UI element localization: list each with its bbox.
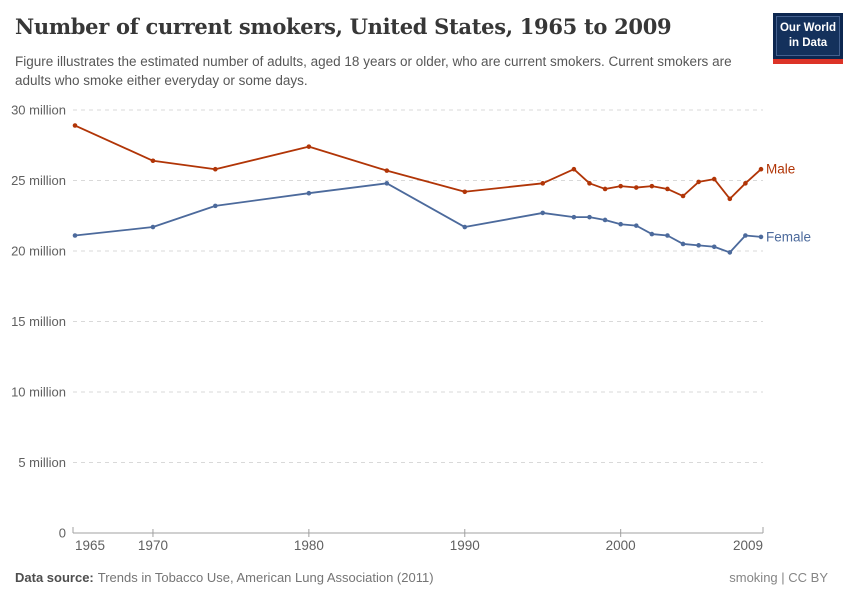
series-point-male[interactable] (665, 186, 670, 192)
series-point-male[interactable] (602, 186, 608, 192)
y-tick-label: 20 million (11, 244, 66, 259)
series-point-female[interactable] (696, 243, 701, 248)
chart-title: Number of current smokers, United States… (15, 14, 672, 39)
series-point-male[interactable] (727, 196, 733, 202)
y-tick-label: 0 (59, 526, 66, 541)
series-point-female[interactable] (462, 224, 468, 230)
series-point-male[interactable] (696, 179, 701, 185)
series-line-female[interactable] (74, 182, 762, 254)
owid-logo-line1: Our World (779, 22, 836, 34)
series-label-female: Female (766, 229, 811, 244)
series-point-female[interactable] (602, 217, 608, 223)
series-point-female[interactable] (633, 223, 639, 228)
series-point-male[interactable] (711, 176, 717, 182)
owid-logo[interactable]: Our World in Data (773, 13, 843, 64)
series-point-male[interactable] (72, 123, 78, 128)
series-point-female[interactable] (384, 181, 390, 186)
series-point-male[interactable] (540, 181, 546, 186)
series-point-female[interactable] (540, 210, 546, 216)
data-source-text: Trends in Tobacco Use, American Lung Ass… (97, 570, 434, 585)
x-tick-label: 2000 (606, 538, 636, 553)
series-point-female[interactable] (571, 214, 577, 220)
chart-footer: Data source: Trends in Tobacco Use, Ameri… (15, 570, 835, 585)
series-point-female[interactable] (213, 203, 218, 209)
series-point-female[interactable] (743, 233, 748, 238)
data-source-label: Data source: (15, 570, 94, 585)
series-point-male[interactable] (680, 193, 686, 199)
series-point-female[interactable] (150, 224, 156, 230)
x-tick-label: 1965 (75, 538, 105, 553)
y-tick-label: 25 million (11, 173, 66, 188)
series-point-male[interactable] (571, 166, 577, 172)
chart-subtitle: Figure illustrates the estimated number … (15, 54, 732, 89)
series-point-female[interactable] (587, 214, 592, 220)
series-point-male[interactable] (150, 158, 156, 164)
x-tick-label: 1980 (294, 538, 324, 553)
series-point-female[interactable] (758, 234, 764, 240)
series-point-female[interactable] (618, 221, 623, 227)
series-point-female[interactable] (306, 190, 312, 196)
y-tick-label: 30 million (11, 103, 66, 118)
owid-logo-line2: in Data (788, 36, 828, 49)
series-point-male[interactable] (743, 181, 748, 186)
series-line-male[interactable] (74, 124, 762, 200)
owid-logo-redbar (773, 58, 843, 64)
series-point-male[interactable] (758, 166, 764, 172)
series-label-male: Male (766, 162, 795, 177)
series-point-female[interactable] (711, 244, 717, 250)
series-point-male[interactable] (306, 144, 312, 149)
x-tick-label: 2009 (733, 538, 763, 553)
x-tick-label: 1990 (450, 538, 480, 553)
y-tick-label: 5 million (18, 455, 66, 470)
series-point-male[interactable] (633, 185, 639, 190)
series-point-female[interactable] (649, 231, 655, 237)
license-note[interactable]: smoking | CC BY (729, 570, 828, 585)
series-point-male[interactable] (384, 168, 390, 173)
owid-logo-box: Our World in Data (773, 13, 843, 59)
series-point-male[interactable] (462, 189, 468, 195)
series-point-female[interactable] (680, 241, 686, 247)
series-point-male[interactable] (618, 183, 623, 189)
series-point-male[interactable] (649, 183, 655, 189)
series-point-female[interactable] (665, 233, 670, 238)
x-tick-label: 1970 (138, 538, 168, 553)
series-point-female[interactable] (727, 250, 733, 255)
owid-logo-text: Our World in Data (776, 16, 840, 56)
series-point-male[interactable] (213, 166, 218, 172)
y-tick-label: 10 million (11, 385, 66, 400)
y-tick-label: 15 million (11, 314, 66, 329)
series-point-male[interactable] (587, 181, 592, 186)
series-point-female[interactable] (72, 233, 78, 238)
